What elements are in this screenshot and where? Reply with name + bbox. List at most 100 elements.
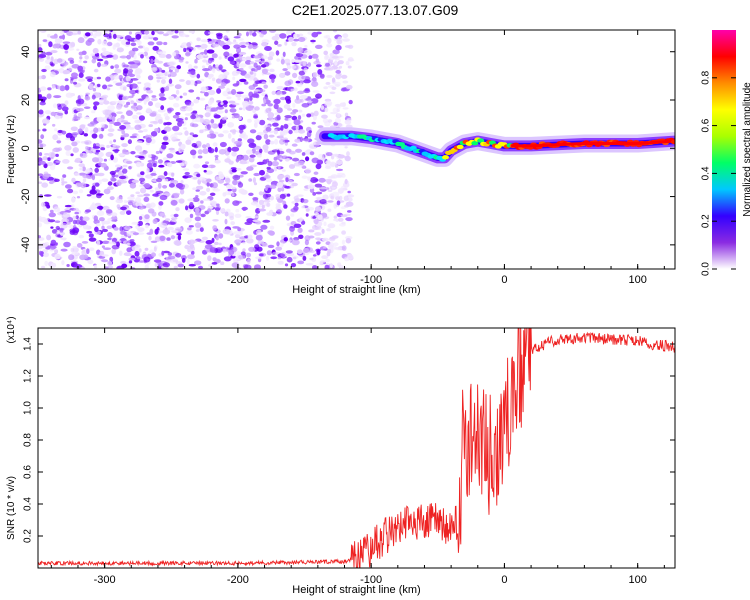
- noise-blob: [97, 172, 105, 177]
- noise-blob: [254, 106, 260, 111]
- noise-blob: [103, 100, 110, 105]
- noise-blob: [214, 154, 219, 158]
- noise-blob: [116, 196, 124, 201]
- noise-blob: [86, 194, 92, 197]
- noise-blob: [123, 133, 130, 138]
- noise-blob: [136, 74, 141, 79]
- noise-blob: [258, 199, 265, 205]
- noise-blob: [42, 173, 50, 180]
- noise-blob: [111, 116, 116, 122]
- noise-blob: [154, 30, 159, 33]
- noise-blob: [327, 119, 333, 123]
- noise-blob: [287, 108, 293, 111]
- noise-blob: [261, 55, 268, 60]
- noise-blob: [76, 107, 84, 112]
- noise-blob: [255, 229, 262, 236]
- noise-blob: [288, 164, 296, 169]
- noise-blob: [317, 125, 324, 129]
- noise-blob: [156, 178, 163, 183]
- noise-blob: [111, 212, 118, 217]
- noise-blob: [151, 97, 158, 102]
- noise-blob: [242, 57, 246, 61]
- noise-blob: [143, 82, 151, 87]
- noise-blob: [305, 263, 314, 266]
- noise-blob: [187, 254, 195, 260]
- noise-blob: [311, 157, 320, 164]
- noise-blob: [167, 108, 172, 114]
- noise-blob: [293, 129, 299, 134]
- noise-blob: [91, 110, 96, 114]
- noise-blob: [208, 263, 213, 268]
- noise-blob: [218, 242, 222, 246]
- noise-blob: [335, 160, 343, 165]
- noise-blob: [149, 189, 154, 193]
- noise-blob: [248, 142, 257, 148]
- noise-blob: [88, 233, 94, 238]
- noise-blob: [247, 234, 253, 240]
- noise-blob: [277, 44, 282, 47]
- noise-blob: [195, 229, 200, 232]
- noise-blob: [232, 179, 238, 186]
- noise-blob: [191, 143, 197, 148]
- x-tick-label: 100: [629, 274, 647, 286]
- noise-blob: [297, 47, 304, 53]
- noise-blob: [219, 40, 225, 47]
- noise-blob: [222, 248, 227, 253]
- noise-blob: [253, 172, 260, 177]
- noise-blob: [236, 71, 242, 74]
- noise-blob: [307, 31, 313, 35]
- noise-blob: [94, 167, 99, 173]
- noise-blob: [130, 83, 138, 89]
- y-tick-label: 1.0: [23, 401, 34, 415]
- noise-blob: [265, 184, 271, 189]
- noise-blob: [143, 128, 148, 133]
- noise-blob: [262, 144, 269, 151]
- noise-blob: [288, 36, 294, 42]
- noise-blob: [341, 245, 347, 251]
- noise-blob: [327, 223, 336, 229]
- noise-blob: [59, 85, 66, 92]
- noise-blob: [84, 106, 91, 109]
- noise-blob: [248, 65, 253, 69]
- noise-blob: [265, 139, 271, 145]
- noise-blob: [329, 91, 336, 95]
- noise-blob: [257, 240, 265, 245]
- noise-blob: [277, 187, 282, 193]
- noise-blob: [200, 200, 204, 204]
- noise-blob: [206, 49, 215, 54]
- noise-blob: [137, 81, 142, 85]
- x-tick-label: -100: [360, 574, 382, 586]
- noise-blob: [216, 106, 224, 110]
- noise-region: [38, 30, 355, 269]
- noise-blob: [92, 157, 100, 163]
- noise-blob: [131, 221, 139, 225]
- noise-blob: [204, 91, 209, 97]
- x-axis: -300 -200 -100 0 100 Height of straight line …: [50, 328, 665, 596]
- noise-blob: [261, 204, 265, 209]
- noise-blob: [162, 185, 168, 189]
- noise-blob: [303, 89, 311, 94]
- noise-blob: [174, 132, 182, 135]
- noise-blob: [331, 55, 339, 59]
- noise-blob: [307, 176, 311, 181]
- noise-blob: [98, 217, 105, 222]
- noise-blob: [305, 97, 313, 101]
- x-tick-label: 100: [629, 574, 647, 586]
- noise-blob: [305, 247, 313, 253]
- noise-blob: [239, 231, 243, 236]
- noise-blob: [207, 99, 213, 106]
- noise-blob: [256, 154, 262, 158]
- noise-blob: [233, 36, 241, 39]
- noise-blob: [236, 251, 241, 257]
- noise-blob: [238, 51, 247, 55]
- noise-blob: [235, 93, 242, 98]
- noise-blob: [332, 49, 340, 55]
- noise-blob: [92, 87, 97, 92]
- noise-blob: [194, 260, 202, 266]
- noise-blob: [288, 129, 293, 135]
- noise-blob: [175, 96, 180, 101]
- noise-blob: [343, 155, 350, 159]
- noise-blob: [291, 143, 298, 147]
- noise-blob: [134, 250, 140, 257]
- noise-blob: [252, 177, 256, 184]
